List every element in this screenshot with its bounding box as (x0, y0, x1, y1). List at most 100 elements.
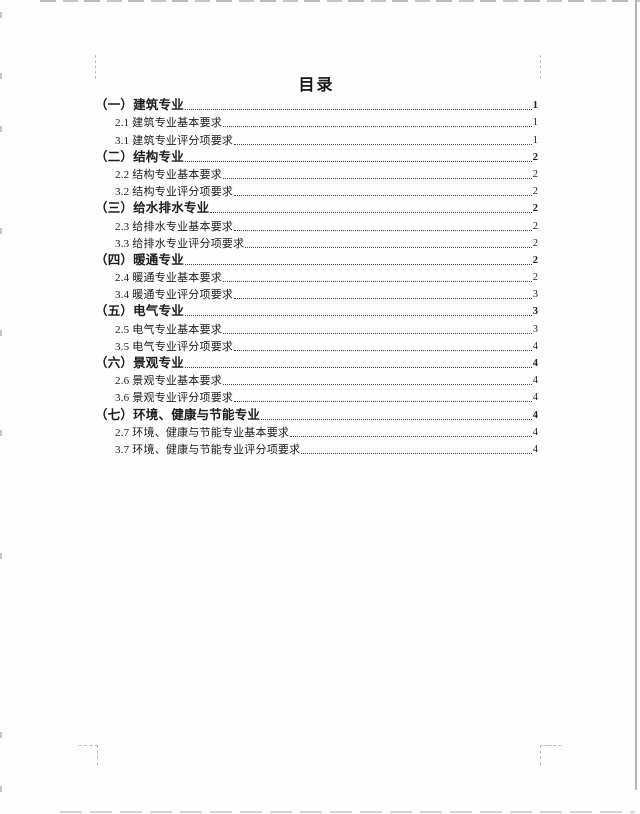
toc-entry-label: （二）结构专业 (95, 149, 184, 164)
toc-entry[interactable]: 2.7 环境、健康与节能专业基本要求 4 (95, 423, 538, 440)
toc-entry-label: （七）环境、健康与节能专业 (95, 407, 261, 422)
toc-entry-page: 2 (532, 220, 538, 232)
toc-entry-page: 4 (532, 392, 538, 404)
toc-entry-label: （四）暖通专业 (95, 252, 184, 267)
crop-mark-bottom-left (79, 745, 98, 765)
toc-entry[interactable]: 2.4 暖通专业基本要求 2 (95, 268, 538, 285)
toc-entry[interactable]: 2.5 电气专业基本要求 3 (95, 319, 538, 336)
toc-entry[interactable]: （一）建筑专业 1 (95, 96, 538, 113)
crop-mark-top-right (540, 55, 542, 79)
dot-leader (290, 435, 532, 437)
toc-entry-page: 1 (532, 100, 538, 112)
toc-entry-label: （三）给水排水专业 (95, 201, 210, 216)
toc-entry-page: 4 (532, 358, 538, 369)
toc-entry-page: 4 (532, 340, 538, 352)
toc-entry[interactable]: （二）结构专业 2 (95, 148, 538, 165)
toc-entry[interactable]: （五）电气专业 3 (95, 302, 538, 319)
toc-entry[interactable]: 2.2 结构专业基本要求 2 (95, 165, 538, 182)
toc-entry[interactable]: 2.1 建筑专业基本要求 1 (95, 113, 538, 130)
toc-entry[interactable]: （七）环境、健康与节能专业 4 (95, 405, 538, 422)
toc-entry[interactable]: 3.1 建筑专业评分项要求 1 (95, 130, 538, 147)
scan-top-edge-line (40, 0, 640, 2)
toc-title: 目录 (298, 77, 335, 94)
toc-entry-label: 2.2 结构专业基本要求 (115, 168, 222, 181)
toc-entry-label: 2.1 建筑专业基本要求 (115, 117, 222, 130)
toc-entry-label: 2.4 暖通专业基本要求 (115, 272, 222, 285)
dot-leader (222, 384, 532, 386)
toc-entry[interactable]: （四）暖通专业 2 (95, 251, 538, 268)
toc-entry-page: 4 (532, 409, 538, 421)
toc-entry-page: 2 (532, 254, 538, 266)
toc-entry-page: 1 (532, 134, 538, 146)
toc-entry-page: 2 (532, 203, 538, 215)
toc-entry-label: 3.1 建筑专业评分项要求 (115, 134, 234, 147)
toc-entry-label: （一）建筑专业 (95, 98, 184, 113)
toc-entry[interactable]: 3.7 环境、健康与节能专业评分项要求 4 (95, 440, 538, 457)
scan-bottom-edge-line (60, 811, 635, 813)
toc-entry-label: 2.5 电气专业基本要求 (115, 323, 222, 336)
toc-entry[interactable]: 3.4 暖通专业评分项要求 3 (95, 285, 538, 302)
dot-leader (234, 229, 532, 231)
toc-entry-page: 3 (532, 289, 538, 301)
toc-entry-page: 2 (532, 272, 538, 284)
toc-entry-label: 2.6 景观专业基本要求 (115, 375, 222, 388)
toc-entry[interactable]: （六）景观专业 4 (95, 354, 538, 371)
toc-entry[interactable]: 3.6 景观专业评分项要求 4 (95, 388, 538, 405)
scan-left-noise-mark (0, 430, 2, 436)
toc-entry-page: 2 (532, 237, 538, 249)
scan-right-edge-line (635, 0, 637, 790)
toc-entry-page: 3 (532, 323, 538, 335)
scan-left-noise-mark (0, 12, 2, 18)
dot-leader (234, 143, 532, 145)
toc-entry[interactable]: 2.3 给排水专业基本要求 2 (95, 216, 538, 233)
dot-leader (222, 281, 532, 283)
toc-entry[interactable]: 3.2 结构专业评分项要求 2 (95, 182, 538, 199)
toc-list: （一）建筑专业 1 2.1 建筑专业基本要求 1 3.1 建筑专业评分项要求 1… (95, 96, 538, 457)
toc-entry-page: 3 (532, 306, 538, 318)
dot-leader (184, 367, 532, 368)
toc-entry-page: 4 (532, 443, 538, 455)
scan-left-noise-mark (0, 330, 2, 336)
dot-leader (222, 332, 532, 334)
toc-entry-label: 3.4 暖通专业评分项要求 (115, 289, 234, 302)
toc-entry-page: 2 (532, 168, 538, 180)
toc-entry-label: 3.2 结构专业评分项要求 (115, 186, 234, 199)
dot-leader (234, 349, 532, 351)
toc-entry[interactable]: 2.6 景观专业基本要求 4 (95, 371, 538, 388)
toc-entry-page: 1 (532, 117, 538, 129)
dot-leader (234, 298, 532, 300)
crop-mark-bottom-right (540, 745, 561, 765)
toc-entry-label: 3.7 环境、健康与节能专业评分项要求 (115, 443, 301, 456)
dot-leader (261, 418, 532, 420)
scan-left-noise-mark (0, 553, 2, 559)
toc-entry[interactable]: 3.5 电气专业评分项要求 4 (95, 337, 538, 354)
dot-leader (222, 177, 532, 179)
scan-left-noise-mark (0, 732, 2, 738)
dot-leader (245, 246, 532, 248)
toc-entry[interactable]: 3.3 给排水专业评分项要求 2 (95, 234, 538, 251)
dot-leader (301, 452, 532, 454)
toc-entry-label: （六）景观专业 (95, 356, 184, 370)
toc-entry-label: （五）电气专业 (95, 304, 184, 319)
toc-entry-page: 2 (532, 151, 538, 163)
dot-leader (234, 195, 532, 197)
dot-leader (184, 109, 532, 111)
dot-leader (184, 315, 532, 317)
scan-left-noise-mark (0, 126, 2, 132)
dot-leader (222, 126, 532, 128)
scan-left-noise-mark (0, 73, 2, 79)
toc-entry-label: 2.3 给排水专业基本要求 (115, 220, 234, 233)
toc-entry-label: 3.6 景观专业评分项要求 (115, 392, 234, 405)
scan-left-noise-mark (0, 786, 2, 792)
dot-leader (234, 401, 532, 403)
toc-entry-page: 4 (532, 375, 538, 387)
toc-entry-label: 2.7 环境、健康与节能专业基本要求 (115, 426, 290, 439)
dot-leader (210, 212, 532, 214)
toc-entry-label: 3.3 给排水专业评分项要求 (115, 237, 245, 250)
toc-entry-page: 2 (532, 186, 538, 198)
crop-mark-top-left (95, 55, 97, 79)
toc-entry[interactable]: （三）给水排水专业 2 (95, 199, 538, 216)
dot-leader (184, 263, 532, 265)
scan-left-noise-mark (0, 228, 2, 234)
